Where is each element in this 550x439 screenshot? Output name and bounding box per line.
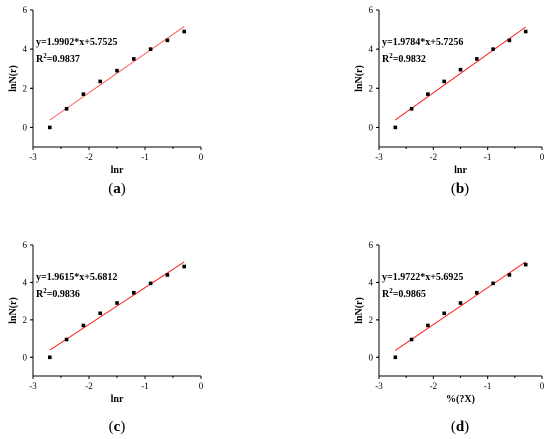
- x-tick-label: 0: [199, 152, 204, 162]
- data-point: [165, 38, 170, 43]
- fit-equation: y=1.9784*x+5.7256: [382, 37, 463, 48]
- data-point: [165, 273, 170, 277]
- data-point: [132, 290, 136, 295]
- data-point: [409, 107, 414, 111]
- data-point: [458, 67, 463, 72]
- panel-caption: (d): [451, 419, 469, 435]
- x-tick-label: -3: [29, 152, 37, 162]
- data-point: [475, 290, 479, 295]
- data-point: [98, 79, 102, 84]
- panel-caption: (a): [108, 181, 126, 197]
- data-point: [426, 92, 430, 96]
- y-tick-label: 0: [369, 122, 374, 132]
- y-tick-label: 2: [369, 83, 374, 93]
- y-axis-title: lnN(r): [8, 65, 19, 92]
- y-tick-label: 6: [23, 240, 28, 250]
- y-tick-label: 4: [23, 44, 28, 54]
- data-point: [48, 355, 52, 360]
- data-point: [64, 337, 69, 342]
- fit-equation: y=1.9615*x+5.6812: [36, 272, 117, 283]
- panel-caption: (b): [451, 181, 469, 197]
- chart-panel-c: -3 -2 -1 0 0 2 4 6 y=1.9615*x+5.6812 R2=0.9836 lnr…: [8, 240, 204, 435]
- x-tick-label: 0: [540, 152, 545, 162]
- fit-line: [395, 26, 526, 121]
- y-tick-label: 6: [369, 240, 374, 250]
- fit-line: [49, 261, 185, 351]
- data-point: [393, 355, 398, 360]
- y-axis-title: lnN(r): [354, 297, 365, 324]
- data-point: [182, 29, 186, 34]
- y-tick-label: 6: [369, 5, 374, 15]
- chart-panel-d: -3 -2 -1 0 0 2 4 6 y=1.9722*x+5.6925 R2=0.9865 %(?…: [354, 240, 545, 435]
- x-tick-label: -2: [85, 381, 93, 391]
- y-tick-label: 0: [23, 122, 28, 132]
- x-tick-label: 0: [540, 381, 545, 391]
- data-point: [148, 47, 153, 51]
- x-tick-label: -2: [430, 152, 438, 162]
- y-tick-label: 0: [23, 352, 28, 362]
- x-tick-label: -1: [484, 152, 492, 162]
- r-squared-label: R2=0.9865: [382, 287, 426, 300]
- data-point: [523, 262, 528, 267]
- data-point: [393, 125, 398, 130]
- data-point: [409, 337, 414, 342]
- r-squared-label: R2=0.9836: [36, 287, 80, 300]
- y-tick-label: 0: [369, 352, 374, 362]
- data-point: [148, 281, 153, 286]
- data-point: [182, 264, 186, 269]
- y-tick-label: 2: [369, 315, 374, 325]
- data-point: [115, 68, 119, 73]
- chart-panel-b: -3 -2 -1 0 0 2 4 6 y=1.9784*x+5.7256 R2=0.9832 lnr…: [354, 5, 545, 197]
- y-tick-label: 6: [23, 5, 28, 15]
- data-point: [475, 57, 479, 61]
- data-point: [458, 301, 463, 305]
- data-point: [81, 92, 86, 96]
- r-squared-label: R2=0.9832: [382, 52, 426, 65]
- data-point: [523, 29, 528, 34]
- data-point: [426, 323, 430, 328]
- chart-panel-a: -3 -2 -1 0 0 2 4 6 y=1.9902*x+5.7525 R2=0.9837 lnr…: [8, 5, 204, 197]
- y-axis-title: lnN(r): [8, 297, 19, 324]
- x-tick-label: -2: [430, 381, 438, 391]
- x-axis-title: %(?X): [446, 394, 475, 405]
- data-point: [491, 281, 495, 286]
- x-tick-label: -3: [375, 152, 383, 162]
- panel-caption: (c): [109, 419, 126, 435]
- y-tick-label: 2: [23, 83, 28, 93]
- x-axis-title: lnr: [111, 165, 124, 176]
- x-tick-label: -1: [141, 152, 149, 162]
- x-tick-label: 0: [199, 381, 204, 391]
- y-axis-title: lnN(r): [354, 65, 365, 92]
- data-point: [48, 125, 52, 130]
- data-point: [507, 273, 512, 277]
- x-tick-label: -3: [375, 381, 383, 391]
- data-point: [491, 47, 495, 51]
- data-point: [442, 311, 446, 316]
- data-point: [81, 323, 86, 328]
- fit-equation: y=1.9722*x+5.6925: [382, 272, 463, 283]
- x-tick-label: -1: [484, 381, 492, 391]
- fit-line: [395, 261, 526, 351]
- x-tick-label: -3: [29, 381, 37, 391]
- y-tick-label: 4: [369, 44, 374, 54]
- y-tick-label: 2: [23, 315, 28, 325]
- fit-line: [49, 26, 185, 121]
- data-point: [442, 79, 446, 84]
- r-squared-label: R2=0.9837: [36, 52, 80, 65]
- y-tick-label: 4: [369, 277, 374, 287]
- x-tick-label: -1: [141, 381, 149, 391]
- y-tick-label: 4: [23, 277, 28, 287]
- data-point: [132, 57, 136, 61]
- x-tick-label: -2: [85, 152, 93, 162]
- data-point: [64, 107, 69, 111]
- data-point: [115, 301, 119, 305]
- x-axis-title: lnr: [454, 165, 467, 176]
- data-point: [507, 38, 512, 43]
- x-axis-title: lnr: [111, 394, 124, 405]
- fit-equation: y=1.9902*x+5.7525: [36, 37, 117, 48]
- data-point: [98, 311, 102, 316]
